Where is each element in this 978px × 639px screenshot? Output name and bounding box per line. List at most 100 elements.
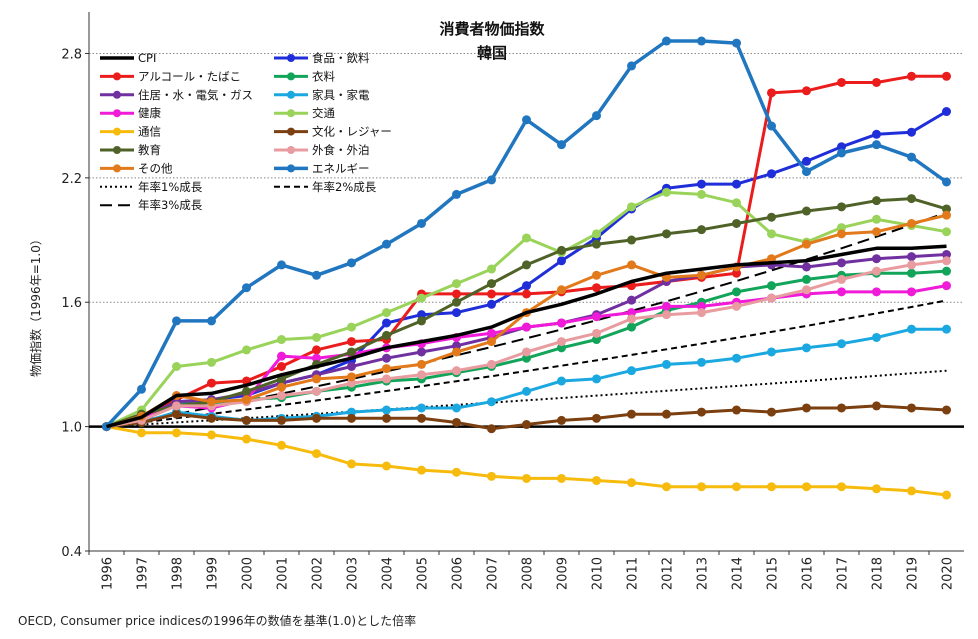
data-point — [767, 482, 776, 492]
series-line — [106, 74, 947, 429]
data-point — [732, 482, 741, 492]
data-point — [662, 187, 671, 197]
data-point — [452, 417, 461, 427]
data-point — [312, 386, 321, 396]
legend-label: エネルギー — [312, 161, 370, 175]
data-point — [417, 316, 426, 326]
tick-labels: 0.4 1.0 1.6 2.2 2.8 1996 1997 1998 1999 2000 2001 2… — [61, 47, 955, 590]
data-point — [627, 202, 636, 212]
data-point — [732, 179, 741, 189]
data-point — [627, 366, 636, 376]
legend-label: 健康 — [138, 106, 161, 120]
x-tick-label: 2012 — [661, 557, 676, 590]
data-point — [487, 328, 496, 338]
data-point — [487, 471, 496, 481]
data-point — [172, 361, 181, 371]
data-point — [942, 210, 951, 220]
series-エネルギー — [102, 36, 951, 432]
data-point — [522, 353, 531, 363]
data-point — [522, 386, 531, 396]
data-point — [662, 301, 671, 311]
data-point — [907, 194, 916, 204]
data-point — [452, 189, 461, 199]
x-tick-label: 2002 — [311, 557, 326, 590]
data-point — [767, 293, 776, 303]
data-point — [837, 202, 846, 212]
data-point — [452, 289, 461, 299]
data-point — [347, 347, 356, 357]
data-point — [592, 476, 601, 486]
data-point — [872, 266, 881, 276]
data-point — [592, 335, 601, 345]
data-point — [417, 293, 426, 303]
x-tick-label: 1999 — [206, 557, 221, 590]
data-point — [732, 405, 741, 415]
data-point — [487, 264, 496, 274]
data-point — [487, 424, 496, 434]
data-point — [312, 345, 321, 355]
data-point — [452, 279, 461, 289]
data-point — [662, 359, 671, 369]
data-point — [837, 148, 846, 158]
data-point — [347, 413, 356, 423]
data-point — [872, 140, 881, 150]
data-point — [802, 86, 811, 96]
legend-marker — [113, 109, 121, 118]
legend-marker — [287, 164, 295, 173]
data-point — [172, 428, 181, 438]
data-point — [837, 223, 846, 233]
data-point — [697, 407, 706, 417]
data-point — [452, 308, 461, 318]
data-point — [907, 71, 916, 81]
data-point — [347, 378, 356, 388]
legend-label: 交通 — [312, 106, 335, 120]
data-point — [872, 196, 881, 206]
data-point — [872, 401, 881, 411]
data-point — [872, 287, 881, 297]
data-point — [732, 287, 741, 297]
data-point — [907, 268, 916, 278]
data-point — [942, 177, 951, 187]
source-note: OECD, Consumer price indicesの1996年の数値を基準… — [18, 613, 416, 628]
data-point — [347, 322, 356, 332]
data-point — [382, 330, 391, 340]
grid-lines — [89, 52, 964, 303]
data-point — [907, 152, 916, 162]
data-point — [837, 142, 846, 152]
data-point — [872, 214, 881, 224]
legend-label: 食品・飲料 — [312, 51, 370, 65]
data-point — [802, 403, 811, 413]
legend-marker — [287, 54, 295, 62]
legend-label: アルコール・たばこ — [138, 69, 241, 83]
data-point — [312, 270, 321, 280]
data-point — [732, 218, 741, 228]
x-tick-label: 2014 — [731, 557, 746, 590]
data-point — [837, 339, 846, 349]
data-point — [802, 239, 811, 249]
data-point — [802, 274, 811, 284]
x-tick-label: 2009 — [556, 557, 571, 590]
data-point — [837, 403, 846, 413]
data-point — [662, 482, 671, 492]
data-point — [697, 179, 706, 189]
data-point — [277, 391, 286, 401]
data-point — [172, 401, 181, 411]
data-point — [942, 405, 951, 415]
data-point — [837, 482, 846, 492]
data-point — [452, 297, 461, 307]
data-point — [907, 252, 916, 262]
data-point — [382, 405, 391, 415]
data-point — [942, 281, 951, 291]
series-line — [106, 425, 947, 497]
data-point — [627, 235, 636, 245]
data-point — [907, 287, 916, 297]
y-tick-label: 1.0 — [61, 421, 82, 436]
data-point — [417, 347, 426, 357]
series-lines — [102, 36, 951, 500]
data-point — [802, 206, 811, 216]
data-point — [592, 283, 601, 293]
data-point — [452, 366, 461, 376]
legend-label: 外食・外泊 — [312, 143, 370, 157]
legend-label: 年率3%成長 — [138, 198, 203, 212]
data-point — [347, 372, 356, 382]
